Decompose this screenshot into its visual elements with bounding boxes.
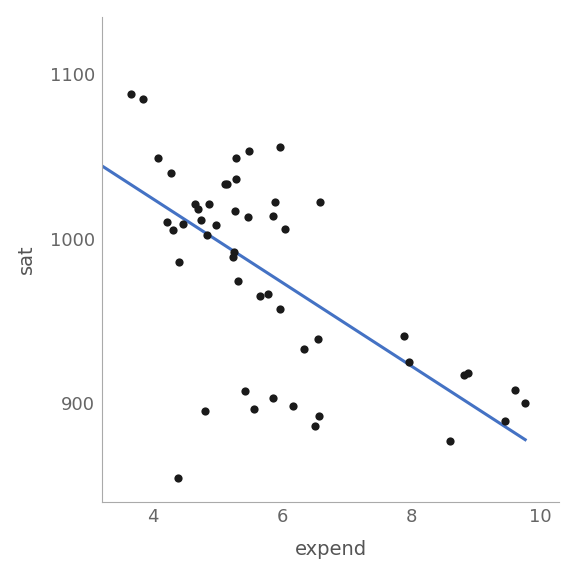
Y-axis label: sat: sat bbox=[17, 244, 36, 274]
Point bbox=[300, 344, 309, 353]
Point bbox=[174, 474, 183, 483]
Point bbox=[271, 198, 280, 207]
Point bbox=[268, 211, 277, 220]
Point bbox=[241, 386, 250, 396]
Point bbox=[521, 398, 530, 407]
Point bbox=[275, 142, 284, 151]
Point bbox=[179, 219, 188, 228]
Point bbox=[404, 357, 414, 366]
Point bbox=[446, 436, 455, 445]
Point bbox=[501, 416, 510, 426]
Point bbox=[280, 224, 289, 233]
Point bbox=[310, 421, 320, 430]
Point bbox=[245, 147, 254, 156]
Point bbox=[289, 401, 298, 411]
Point bbox=[263, 290, 272, 299]
Point bbox=[399, 331, 408, 340]
Point bbox=[200, 407, 210, 416]
Point bbox=[459, 370, 468, 380]
Point bbox=[127, 89, 136, 98]
Point bbox=[255, 291, 264, 301]
Point bbox=[463, 369, 472, 378]
Point bbox=[222, 180, 232, 189]
Point bbox=[244, 213, 253, 222]
Point bbox=[169, 226, 178, 235]
Point bbox=[510, 385, 520, 395]
Point bbox=[229, 252, 238, 262]
Point bbox=[221, 180, 230, 189]
Point bbox=[191, 199, 200, 209]
Point bbox=[211, 221, 221, 230]
Point bbox=[166, 168, 176, 177]
Point bbox=[276, 305, 285, 314]
Point bbox=[196, 216, 206, 225]
Point bbox=[205, 199, 214, 209]
Point bbox=[315, 198, 324, 207]
Point bbox=[175, 257, 184, 266]
Point bbox=[232, 175, 241, 184]
Point bbox=[138, 94, 147, 104]
Point bbox=[234, 276, 243, 286]
Point bbox=[268, 393, 278, 403]
Point bbox=[163, 218, 172, 227]
Point bbox=[153, 153, 162, 162]
Point bbox=[229, 247, 238, 256]
Point bbox=[230, 206, 239, 215]
Point bbox=[93, 86, 102, 95]
Point bbox=[313, 334, 322, 343]
Point bbox=[231, 153, 240, 162]
Point bbox=[314, 411, 324, 420]
X-axis label: expend: expend bbox=[294, 540, 366, 559]
Point bbox=[202, 230, 211, 240]
Point bbox=[193, 204, 202, 214]
Point bbox=[249, 405, 259, 414]
